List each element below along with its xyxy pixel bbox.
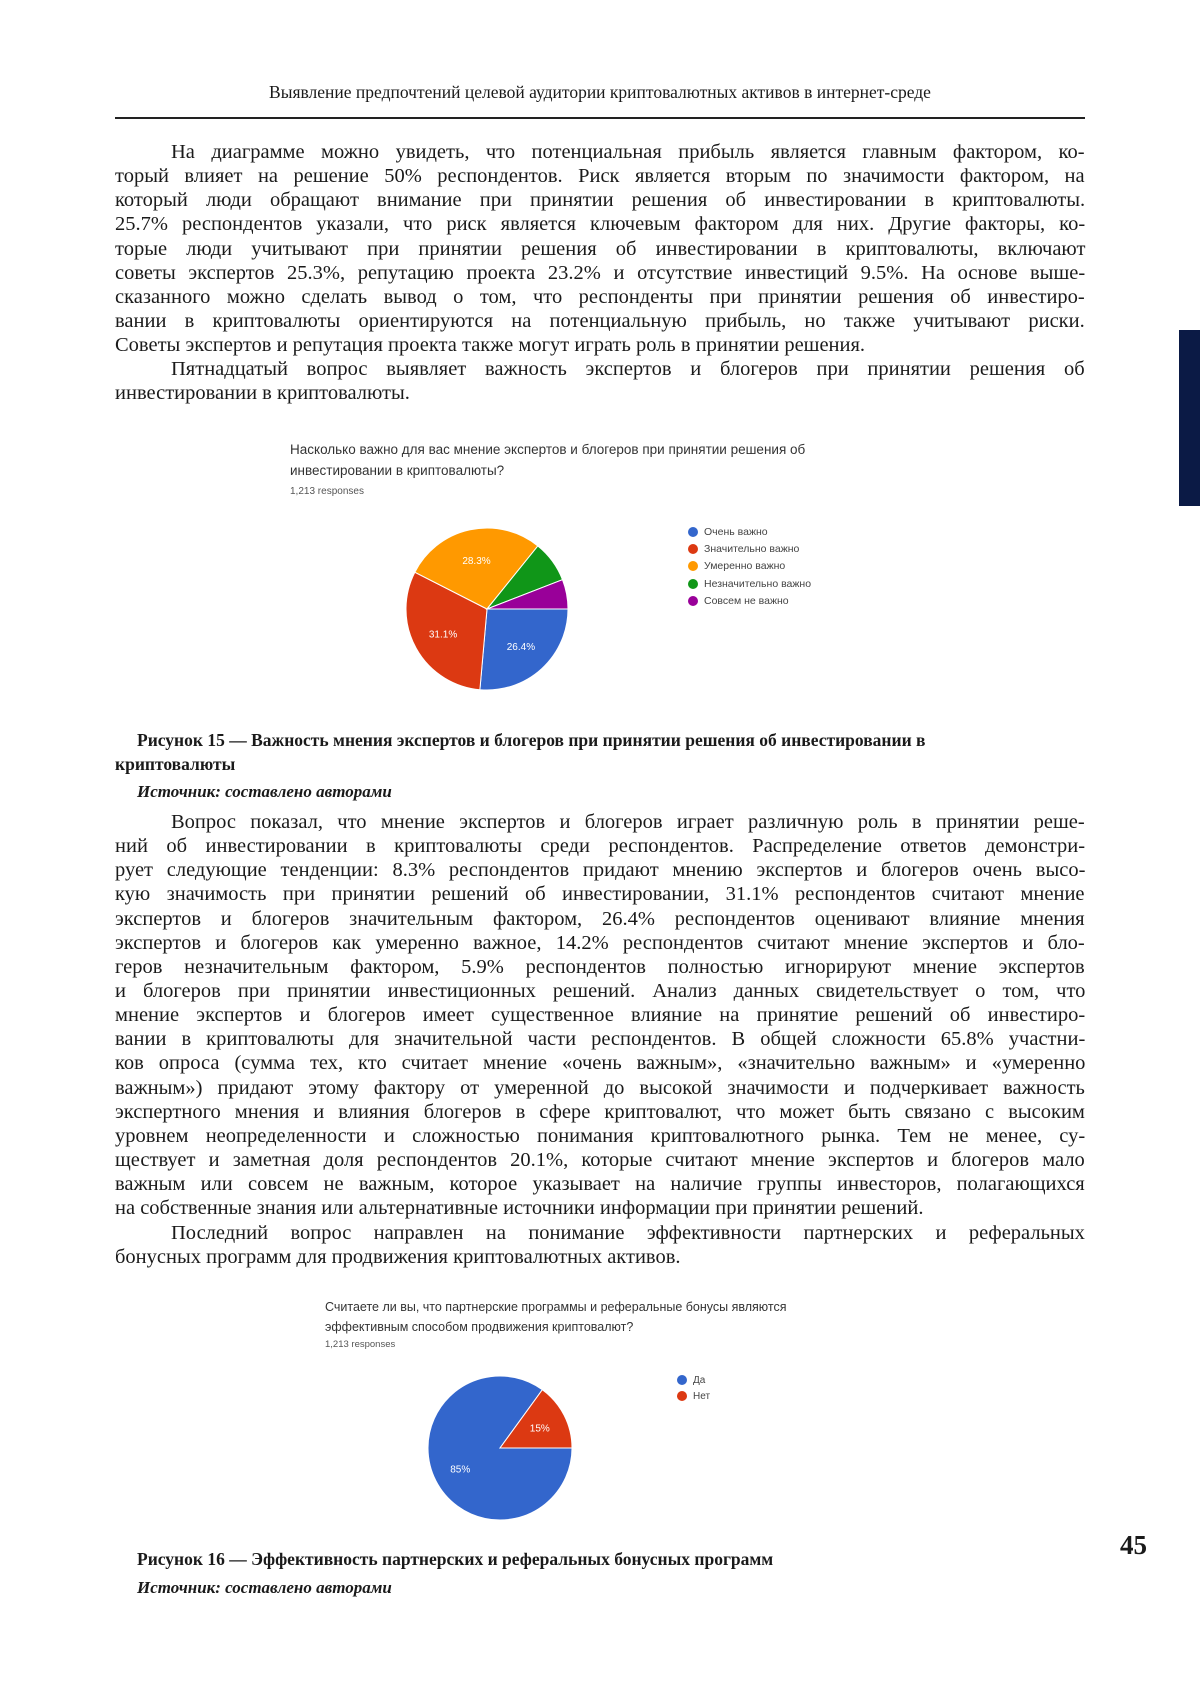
text-line: рует следующие тенденции: 8.3% респонден… xyxy=(115,859,1086,882)
chart2-legend: Да Нет xyxy=(677,1372,710,1404)
running-header: Выявление предпочтений целевой аудитории… xyxy=(269,82,931,102)
paragraph-profit-factors: На диаграмме можно увидеть, что потенциа… xyxy=(115,140,1085,357)
legend-item: Очень важно xyxy=(688,523,811,540)
text-line: экспертов и блогеров значительным фактор… xyxy=(115,907,1085,930)
legend-item: Умеренно важно xyxy=(688,558,811,575)
legend-label: Нет xyxy=(693,1390,711,1402)
chart2-pie: 85% 15% xyxy=(427,1375,573,1521)
paragraph-question-15-intro: Пятнадцатый вопрос выявляет важность экс… xyxy=(115,357,1085,405)
legend-item: Совсем не важно xyxy=(688,592,811,609)
pie-slice xyxy=(479,608,569,691)
text-line: бонусных программ для продвижения крипто… xyxy=(115,1246,681,1269)
legend-label: Умеренно важно xyxy=(704,560,786,573)
text-line: экспертного мнения и влияния блогеров в … xyxy=(115,1100,1085,1123)
chart1-title-line1: Насколько важно для вас мнение экспертов… xyxy=(290,442,806,457)
text-line: на собственные знания или альтернативные… xyxy=(115,1197,924,1220)
pie-data-label: 31.1% xyxy=(429,629,457,640)
text-line: важным или совсем не важным, которое ука… xyxy=(115,1173,1085,1196)
pie-slice xyxy=(499,1389,573,1449)
chart1-responses: 1,213 responses xyxy=(290,486,364,497)
page-number: 45 xyxy=(1120,1530,1147,1560)
legend-item: Да xyxy=(677,1372,710,1388)
legend-swatch-icon xyxy=(677,1375,687,1385)
section-side-tab xyxy=(1179,330,1200,506)
legend-label: Совсем не важно xyxy=(704,594,789,607)
pie-data-label: 26.4% xyxy=(507,642,535,653)
legend-swatch-icon xyxy=(688,595,698,606)
pie-data-label: 85% xyxy=(450,1464,470,1475)
chart2-responses: 1,213 responses xyxy=(325,1339,396,1350)
legend-item: Незначительно важно xyxy=(688,575,811,592)
text-line: который люди обращают внимание при приня… xyxy=(115,189,1086,212)
text-line: Советы экспертов и репутация проекта так… xyxy=(115,334,866,357)
text-line: и блогеров при принятии инвестиционных р… xyxy=(115,979,1086,1002)
legend-label: Незначительно важно xyxy=(704,577,812,590)
text-line: Последний вопрос направлен на понимание … xyxy=(171,1222,1085,1244)
legend-label: Очень важно xyxy=(704,525,768,538)
legend-swatch-icon xyxy=(677,1391,687,1401)
legend-item: Нет xyxy=(677,1388,710,1404)
text-line: сказанного можно сделать вывод о том, чт… xyxy=(115,285,1085,308)
text-line: Пятнадцатый вопрос выявляет важность экс… xyxy=(171,358,1085,380)
paragraph-question-16-intro: Последний вопрос направлен на понимание … xyxy=(115,1221,1085,1269)
chart2-title-line2: эффективным способом продвижения криптов… xyxy=(325,1320,634,1334)
legend-item: Значительно важно xyxy=(688,540,811,557)
text-line: ков опроса (сумма тех, кто считает мнени… xyxy=(115,1052,1086,1075)
paragraph-question-15-analysis: Вопрос показал, что мнение экспертов и б… xyxy=(115,810,1085,1220)
pie-slice xyxy=(414,527,539,610)
header-rule xyxy=(115,117,1085,119)
text-line: торый влияет на решение 50% респондентов… xyxy=(115,165,1085,188)
text-line: вании в криптовалюты ориентируются на по… xyxy=(115,309,1085,332)
figure16-caption: Рисунок 16 — Эффективность партнерских и… xyxy=(137,1549,774,1569)
text-line: Вопрос показал, что мнение экспертов и б… xyxy=(171,811,1085,833)
chart1-title: Насколько важно для вас мнение экспертов… xyxy=(290,439,805,481)
figure15-caption-line2: криптовалюты xyxy=(115,754,236,774)
legend-swatch-icon xyxy=(688,526,698,537)
text-line: торые люди учитывают при принятии решени… xyxy=(115,237,1086,260)
text-line: мнение экспертов и блогеров имеет сущест… xyxy=(115,1004,1086,1027)
text-line: геров незначительным фактором, 5.9% респ… xyxy=(115,955,1085,978)
text-line: экспертов и блогеров как умеренно важное… xyxy=(115,931,1085,954)
text-line: инвестировании в криптовалюты. xyxy=(115,382,410,405)
text-line: вании в криптовалюты для значительной ча… xyxy=(115,1028,1086,1051)
legend-label: Значительно важно xyxy=(704,542,800,555)
text-line: ществует и заметная доля респондентов 20… xyxy=(115,1148,1085,1171)
legend-swatch-icon xyxy=(688,578,698,589)
chart2-title: Считаете ли вы, что партнерские программ… xyxy=(325,1297,786,1337)
pie-data-label: 15% xyxy=(530,1424,550,1435)
figure15-caption-line1: Рисунок 15 — Важность мнения экспертов и… xyxy=(137,730,926,750)
chart2-title-line1: Считаете ли вы, что партнерские программ… xyxy=(325,1300,787,1314)
legend-label: Да xyxy=(693,1374,706,1386)
text-line: уровнем неопределенности и сложностью по… xyxy=(115,1124,1086,1147)
chart1-legend: Очень важно Значительно важно Умеренно важ… xyxy=(688,523,811,609)
chart1-pie: 26.4% 31.1% 28.3% xyxy=(405,527,569,691)
text-line: На диаграмме можно увидеть, что потенциа… xyxy=(171,141,1085,163)
figure15-source: Источник: составлено авторами xyxy=(137,782,392,801)
text-line: советы экспертов 25.3%, репутацию проект… xyxy=(115,261,1086,284)
figure16-source: Источник: составлено авторами xyxy=(137,1578,392,1597)
pie-slice xyxy=(405,571,488,691)
text-line: ний об инвестировании в криптовалюты сре… xyxy=(115,835,1086,858)
text-line: 25.7% респондентов указали, что риск явл… xyxy=(115,213,1086,236)
legend-swatch-icon xyxy=(688,561,698,572)
pie-data-label: 28.3% xyxy=(462,556,490,567)
text-line: важным») придают этому фактору от умерен… xyxy=(115,1076,1085,1099)
legend-swatch-icon xyxy=(688,543,698,554)
chart1-title-line2: инвестировании в криптовалюты? xyxy=(290,463,505,478)
pie-slice xyxy=(486,579,569,610)
text-line: кую значимость при принятии решений об и… xyxy=(115,883,1085,906)
